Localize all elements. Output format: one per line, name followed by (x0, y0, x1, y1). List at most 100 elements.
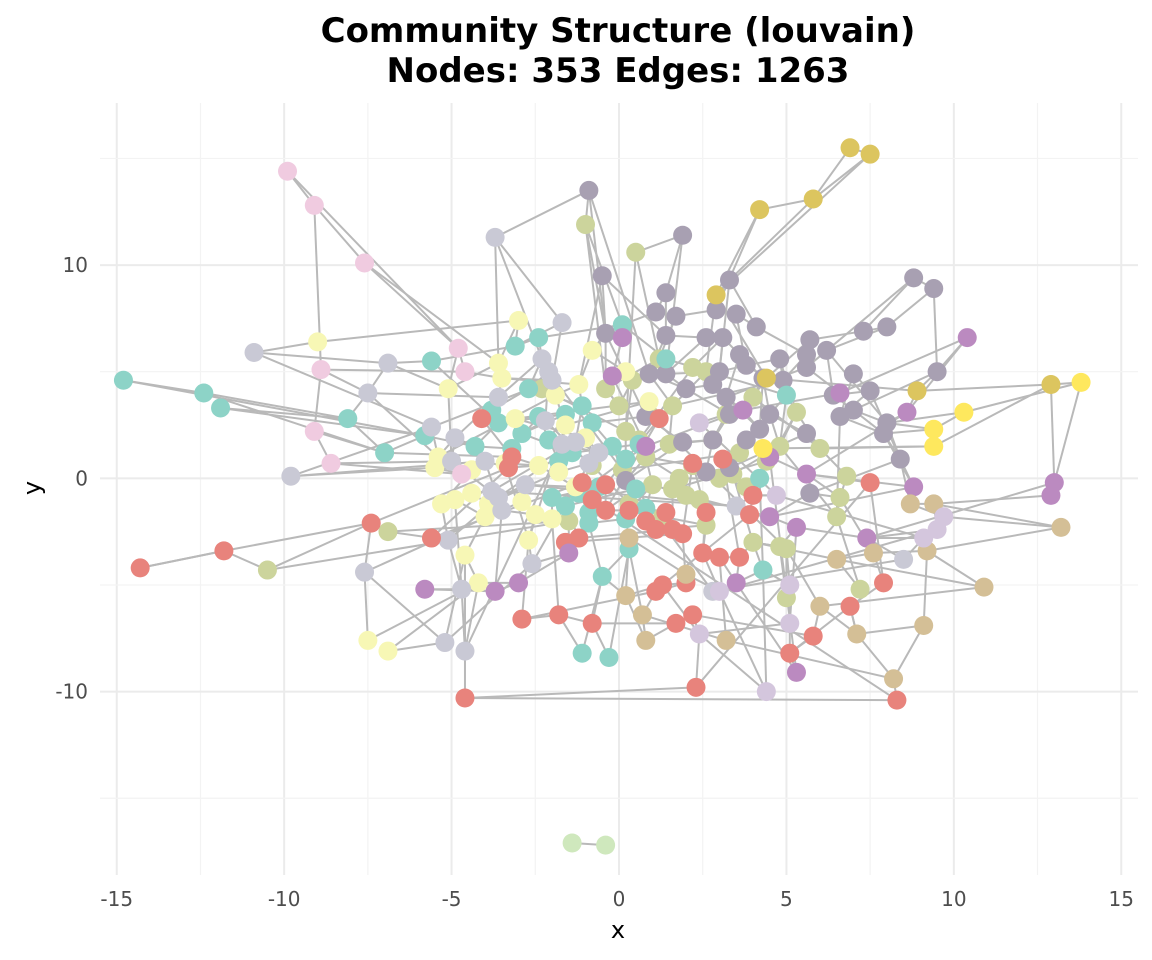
node-point (924, 279, 944, 299)
edge (367, 392, 439, 458)
node-point (509, 573, 529, 593)
node-point (874, 424, 894, 444)
node-point (214, 541, 234, 561)
edge (825, 349, 888, 424)
node-point (311, 360, 331, 380)
node-point (555, 415, 575, 435)
node-point (797, 464, 817, 484)
node-point (448, 338, 468, 358)
node-point (696, 502, 716, 522)
node-point (736, 355, 756, 375)
node-point (646, 302, 666, 322)
node-point (619, 500, 639, 520)
edge (916, 383, 1051, 392)
edge (933, 494, 1052, 505)
edge (464, 686, 697, 699)
edge (464, 443, 563, 652)
node-point (666, 613, 686, 633)
edge (718, 590, 768, 693)
edge (494, 189, 590, 239)
node-point (281, 466, 301, 486)
node-point (515, 475, 535, 495)
node-point (683, 357, 703, 377)
edge (367, 392, 499, 399)
node-point (890, 449, 910, 469)
edge (869, 482, 885, 583)
edge (761, 570, 768, 692)
node-point (562, 833, 582, 853)
node-point (576, 215, 596, 235)
node-point (472, 409, 492, 429)
node-point (642, 475, 662, 495)
node-point (596, 475, 616, 495)
node-point (709, 547, 729, 567)
node-point (1041, 375, 1061, 395)
node-point (673, 225, 693, 245)
node-point (797, 357, 817, 377)
node-point (696, 328, 716, 348)
node-point (857, 528, 877, 548)
node-point (552, 313, 572, 333)
node-point (639, 392, 659, 412)
node-point (592, 566, 612, 586)
node-point (639, 364, 659, 384)
edge (715, 153, 871, 296)
y-axis-ticks: -10 0 10 (55, 253, 88, 704)
node-point (927, 362, 947, 382)
node-point (304, 421, 324, 441)
node-point (455, 641, 475, 661)
node-point (750, 468, 770, 488)
node-point (632, 605, 652, 625)
node-point (730, 547, 750, 567)
node-point (800, 330, 820, 350)
node-point (455, 545, 475, 565)
edge (862, 277, 915, 332)
node-point (421, 528, 441, 548)
node-point (810, 596, 830, 616)
node-point (897, 402, 917, 422)
node-point (308, 332, 328, 352)
y-tick-label: 0 (75, 466, 88, 490)
node-point (760, 404, 780, 424)
node-point (569, 375, 589, 395)
edge (220, 406, 425, 437)
node-point (750, 200, 770, 220)
edge (363, 572, 369, 641)
node-point (733, 400, 753, 420)
node-point (539, 362, 559, 382)
node-point (452, 464, 472, 484)
node-point (773, 370, 793, 390)
node-point (358, 630, 378, 650)
node-point (894, 549, 914, 569)
node-point (468, 573, 488, 593)
node-point (525, 505, 545, 525)
node-point (709, 581, 729, 601)
edge (628, 548, 644, 616)
edge (313, 204, 366, 264)
edge (886, 411, 965, 424)
node-point (656, 364, 676, 384)
edge (253, 340, 318, 354)
edge (836, 558, 985, 589)
edge (601, 275, 607, 334)
node-point (455, 362, 475, 382)
node-point (703, 375, 723, 395)
node-point (455, 688, 475, 708)
node-point (719, 270, 739, 290)
edge (317, 319, 519, 343)
node-point (656, 325, 676, 345)
node-point (827, 507, 847, 527)
x-tick-label: -5 (442, 887, 462, 911)
node-point (542, 509, 562, 529)
edge (634, 252, 661, 360)
node-point (900, 494, 920, 514)
edge (892, 624, 925, 680)
node-point (1051, 517, 1071, 537)
node-point (572, 473, 592, 493)
edge (933, 383, 1052, 448)
node-point (736, 430, 756, 450)
edge (443, 554, 466, 643)
node-point (646, 520, 666, 540)
node-point (924, 436, 944, 456)
